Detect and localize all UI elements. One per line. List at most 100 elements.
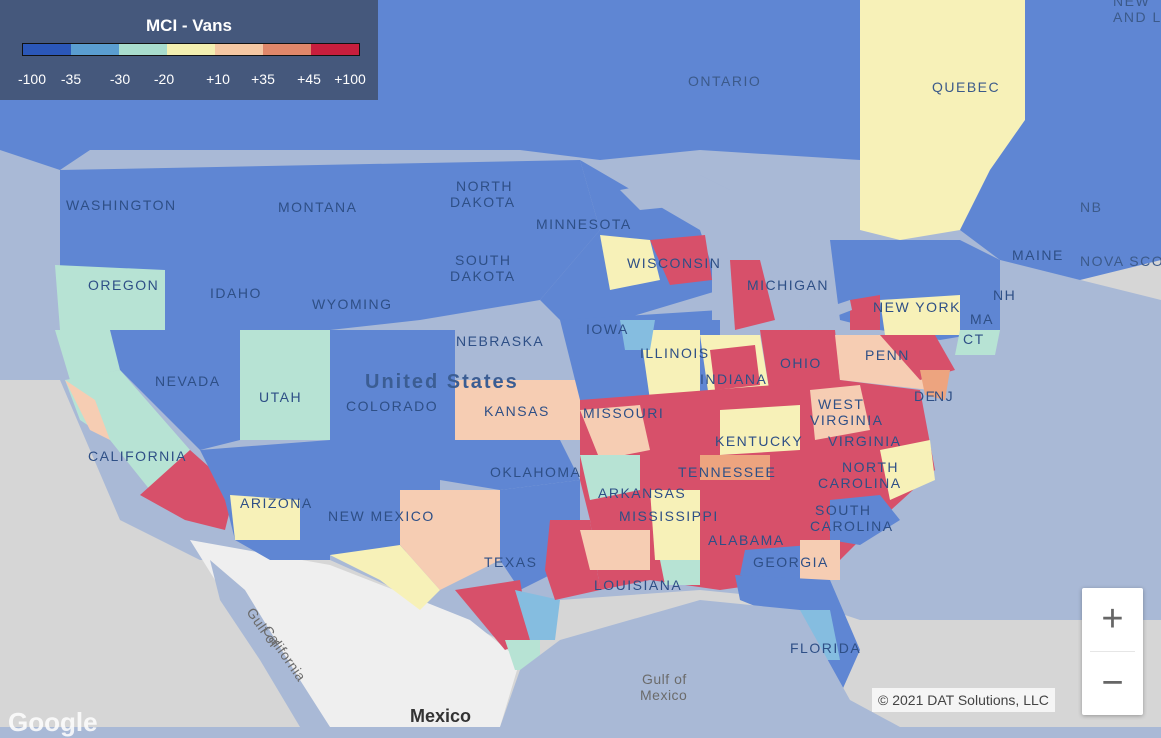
- region-gulf-coast-teal: [660, 560, 700, 585]
- label-washington: WASHINGTON: [66, 197, 177, 213]
- label-west-virginia-2: VIRGINIA: [810, 412, 883, 428]
- region-indiana-core: [710, 345, 760, 390]
- label-maine: MAINE: [1012, 247, 1064, 263]
- region-ct: [955, 330, 1000, 355]
- label-south-carolina-1: SOUTH: [815, 502, 872, 518]
- label-ma: MA: [970, 311, 994, 327]
- region-northwest: [60, 160, 600, 330]
- label-illinois: ILLINOIS: [640, 345, 710, 361]
- legend-swatch: [263, 44, 311, 55]
- legend-swatch: [215, 44, 263, 55]
- gulf-of-california-water: [210, 560, 330, 727]
- region-nj: [920, 370, 950, 400]
- label-kentucky: KENTUCKY: [715, 433, 803, 449]
- label-quebec: QUEBEC: [932, 79, 1000, 95]
- label-nevada: NEVADA: [155, 373, 221, 389]
- region-kansas: [455, 380, 580, 440]
- label-iowa: IOWA: [586, 321, 629, 337]
- legend-tick: +100: [334, 71, 366, 87]
- legend-swatch: [167, 44, 215, 55]
- lake-huron: [760, 230, 815, 285]
- label-ohio: OHIO: [780, 355, 822, 371]
- region-new-york: [850, 295, 880, 330]
- label-louisiana: LOUISIANA: [594, 577, 682, 593]
- label-nova-scotia: NOVA SCO: [1080, 253, 1161, 269]
- label-wisconsin: WISCONSIN: [627, 255, 721, 271]
- label-north-dakota-1: NORTH: [456, 178, 513, 194]
- attribution[interactable]: © 2021 DAT Solutions, LLC: [872, 688, 1055, 712]
- lake-michigan: [712, 250, 728, 320]
- label-colorado: COLORADO: [346, 398, 438, 414]
- region-texas-south: [455, 580, 530, 650]
- label-oregon: OREGON: [88, 277, 159, 293]
- label-south-dakota-1: SOUTH: [455, 252, 512, 268]
- label-indiana: INDIANA: [700, 371, 767, 387]
- label-texas: TEXAS: [484, 554, 537, 570]
- label-nebraska: NEBRASKA: [456, 333, 544, 349]
- label-florida: FLORIDA: [790, 640, 861, 656]
- label-south-carolina-2: CAROLINA: [810, 518, 894, 534]
- region-texas-panhandle: [400, 490, 500, 590]
- label-nj: NJ: [934, 388, 954, 404]
- label-oklahoma: OKLAHOMA: [490, 464, 581, 480]
- label-north-carolina-2: CAROLINA: [818, 475, 902, 491]
- label-tennessee: TENNESSEE: [678, 464, 776, 480]
- region-nc-coast: [880, 440, 935, 500]
- region-pennsylvania-east: [880, 335, 955, 380]
- label-gulf-of-mexico-2: Mexico: [640, 687, 687, 703]
- label-arizona: ARIZONA: [240, 495, 313, 511]
- label-penn: PENN: [865, 347, 910, 363]
- label-michigan: MICHIGAN: [747, 277, 829, 293]
- region-california-coast: [65, 380, 110, 440]
- zoom-control: + −: [1082, 588, 1143, 715]
- region-arkansas-west: [580, 455, 640, 500]
- region-oklahoma: [440, 440, 580, 490]
- label-new-and: NEW: [1113, 0, 1150, 9]
- legend-tick: -35: [60, 71, 82, 87]
- google-logo[interactable]: Google: [8, 707, 98, 737]
- legend-title: MCI - Vans: [146, 16, 232, 35]
- region-ohio: [760, 330, 840, 395]
- label-ct: CT: [963, 331, 985, 347]
- label-nh: NH: [993, 287, 1016, 303]
- region-michigan: [730, 260, 775, 330]
- lake-erie: [790, 300, 852, 330]
- region-tennessee: [700, 455, 770, 480]
- region-wisconsin-west: [600, 235, 660, 290]
- legend-swatch: [71, 44, 119, 55]
- zoom-in-button[interactable]: +: [1101, 597, 1124, 640]
- legend-tick: -20: [153, 71, 175, 87]
- label-de: DE: [914, 388, 936, 404]
- region-west-texas: [330, 545, 440, 610]
- zoom-out-button[interactable]: −: [1101, 661, 1124, 704]
- region-illinois: [640, 330, 700, 400]
- legend-tick: +35: [251, 71, 275, 87]
- label-alabama: ALABAMA: [708, 532, 785, 548]
- region-sc-east: [830, 495, 900, 545]
- region-utah: [240, 330, 330, 440]
- label-california: CALIFORNIA: [88, 448, 187, 464]
- label-new-york: NEW YORK: [873, 299, 961, 315]
- label-georgia: GEORGIA: [753, 554, 829, 570]
- label-gulf-of-mexico-1: Gulf of: [642, 671, 687, 687]
- label-missouri: MISSOURI: [583, 405, 664, 421]
- label-minnesota: MINNESOTA: [536, 216, 632, 232]
- label-north-dakota-2: DAKOTA: [450, 194, 516, 210]
- region-west-virginia: [810, 385, 870, 440]
- lake-superior: [620, 175, 730, 210]
- region-northern-ca: [55, 330, 120, 380]
- legend-tick: +10: [206, 71, 230, 87]
- label-montana: MONTANA: [278, 199, 357, 215]
- region-canada-east: [960, 0, 1161, 280]
- label-south-dakota-2: DAKOTA: [450, 268, 516, 284]
- legend: MCI - Vans -100 -35 -30 -20 +10 +35 +45 …: [0, 0, 378, 100]
- region-texas-gulf: [515, 590, 560, 640]
- region-california: [65, 370, 190, 490]
- label-utah: UTAH: [259, 389, 302, 405]
- legend-swatch: [119, 44, 167, 55]
- region-iowa-east: [620, 320, 655, 350]
- region-georgia-coast: [800, 540, 840, 580]
- region-wisconsin: [650, 235, 712, 285]
- gulf-of-mexico-water: [500, 600, 900, 727]
